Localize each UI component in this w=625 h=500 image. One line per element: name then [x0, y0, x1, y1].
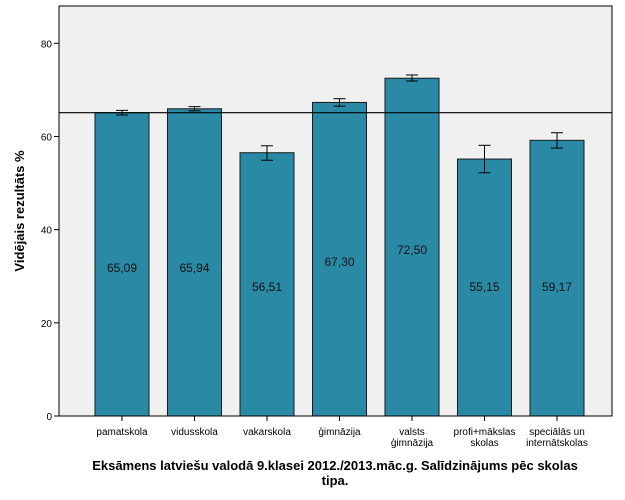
bar-value-label: 59,17	[542, 280, 572, 294]
bar-value-label: 55,15	[469, 280, 499, 294]
bar	[384, 77, 440, 417]
x-tick-label: skolas	[470, 438, 498, 449]
x-tick-label: valsts	[399, 427, 425, 438]
x-tick-label: pamatskola	[96, 427, 148, 438]
bar-value-label: 67,30	[324, 255, 354, 269]
bar-value-label: 65,94	[179, 261, 209, 275]
x-axis-label-line-2: tipa.	[322, 473, 349, 488]
x-tick-label: internātskolas	[526, 438, 588, 449]
x-tick-label: vidusskola	[171, 427, 218, 438]
bar	[239, 152, 295, 417]
x-tick-label: speciālās un	[529, 427, 585, 438]
bar	[94, 112, 150, 417]
bar	[312, 101, 367, 417]
bar-value-label: 56,51	[252, 280, 282, 294]
y-tick-label: 20	[41, 319, 53, 330]
bar-value-label: 65,09	[107, 261, 137, 275]
y-tick-label: 40	[41, 226, 53, 237]
y-tick-label: 60	[41, 132, 53, 143]
y-tick-label: 0	[46, 412, 52, 423]
x-tick-label: ģimnāzija	[391, 436, 434, 449]
x-axis-label-line-1: Eksāmens latviešu valodā 9.klasei 2012./…	[92, 458, 578, 473]
y-tick-label: 80	[41, 39, 53, 50]
x-tick-label: profi+mākslas	[454, 427, 516, 438]
bar	[529, 139, 585, 417]
bar-value-label: 72,50	[397, 243, 427, 257]
y-axis-label: Vidējais rezultāts %	[12, 150, 27, 272]
x-tick-label: vakarskola	[243, 427, 291, 438]
x-tick-label: ģimnāzija	[318, 425, 361, 438]
